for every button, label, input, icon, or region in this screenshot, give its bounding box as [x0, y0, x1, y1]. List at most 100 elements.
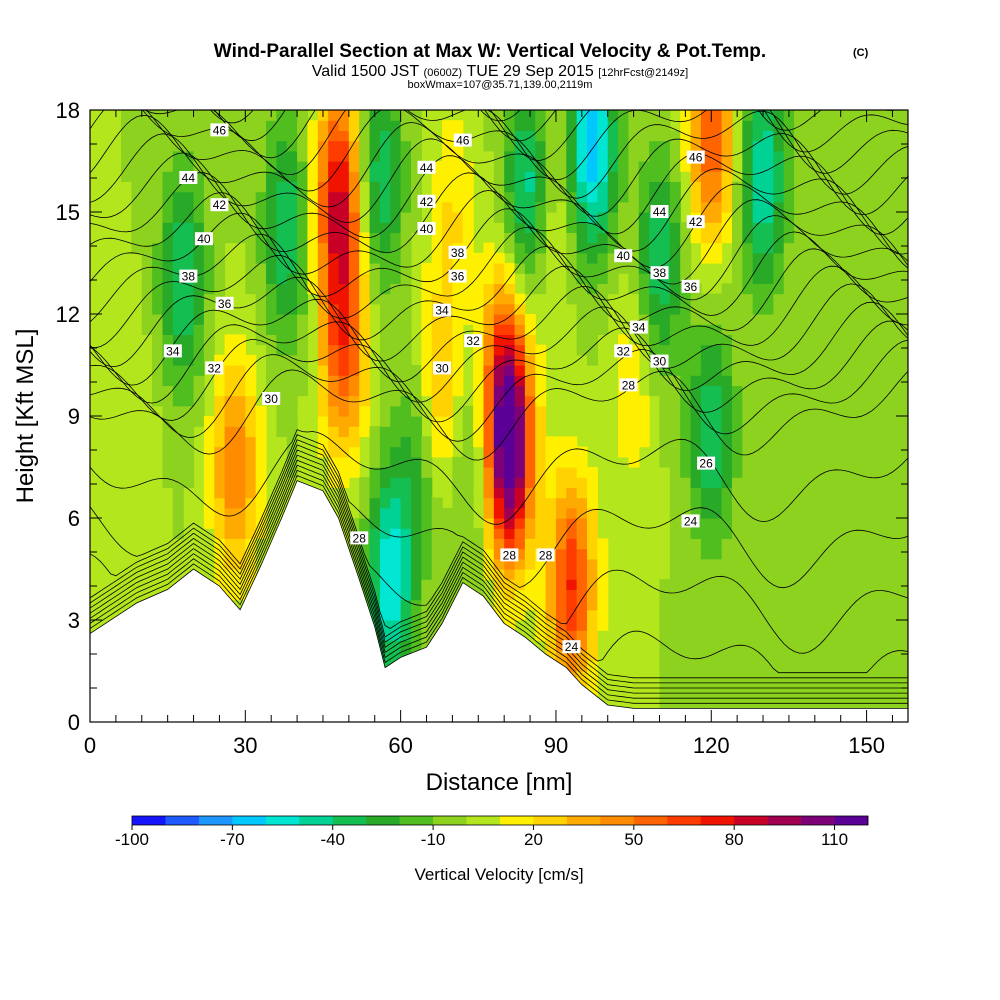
velocity-cell	[266, 385, 277, 397]
velocity-cell	[193, 375, 205, 386]
velocity-cell	[680, 405, 692, 417]
velocity-cell	[752, 293, 764, 305]
velocity-cell	[607, 140, 619, 152]
velocity-cell	[348, 232, 360, 244]
velocity-cell	[835, 405, 847, 417]
velocity-cell	[638, 405, 650, 417]
velocity-cell	[835, 181, 847, 193]
velocity-cell	[731, 314, 743, 325]
velocity-cell	[214, 140, 226, 152]
velocity-cell	[659, 232, 671, 244]
velocity-cell	[442, 579, 453, 590]
velocity-cell	[597, 252, 609, 264]
velocity-cell	[669, 579, 681, 590]
velocity-cell	[369, 558, 381, 570]
velocity-cell	[276, 395, 288, 407]
velocity-cell	[752, 477, 764, 488]
velocity-cell	[856, 293, 868, 305]
velocity-cell	[121, 171, 133, 182]
velocity-cell	[742, 671, 754, 682]
velocity-cell	[825, 263, 837, 274]
velocity-cell	[876, 283, 888, 295]
velocity-cell	[410, 405, 422, 417]
velocity-cell	[452, 334, 464, 346]
velocity-cell	[203, 477, 215, 488]
velocity-cell	[193, 293, 205, 305]
x-tick-label: 30	[233, 733, 257, 758]
velocity-cell	[390, 375, 402, 386]
velocity-cell	[245, 232, 257, 244]
velocity-cell	[794, 232, 806, 244]
velocity-cell	[876, 640, 888, 652]
velocity-cell	[731, 640, 743, 652]
velocity-cell	[566, 436, 578, 448]
velocity-cell	[804, 293, 816, 305]
velocity-cell	[856, 701, 868, 713]
velocity-cell	[224, 405, 236, 417]
velocity-cell	[504, 171, 516, 182]
velocity-cell	[794, 375, 806, 386]
velocity-cell	[783, 579, 795, 590]
velocity-cell	[773, 609, 785, 621]
velocity-cell	[669, 518, 681, 529]
velocity-cell	[535, 487, 547, 499]
velocity-cell	[659, 630, 671, 641]
velocity-cell	[659, 620, 671, 631]
velocity-cell	[773, 242, 785, 254]
velocity-cell	[493, 558, 505, 570]
velocity-cell	[297, 303, 309, 315]
velocity-cell	[897, 538, 908, 550]
velocity-cell	[690, 324, 702, 335]
velocity-cell	[473, 426, 485, 437]
velocity-cell	[659, 446, 671, 458]
velocity-cell	[794, 589, 806, 601]
velocity-cell	[845, 569, 857, 580]
velocity-cell	[307, 252, 319, 264]
velocity-cell	[721, 293, 733, 305]
velocity-cell	[773, 630, 785, 641]
velocity-cell	[566, 650, 578, 662]
velocity-cell	[731, 671, 743, 682]
velocity-cell	[514, 467, 526, 478]
velocity-cell	[524, 528, 536, 539]
velocity-cell	[804, 518, 816, 529]
velocity-cell	[876, 426, 888, 437]
velocity-cell	[214, 477, 226, 488]
velocity-cell	[649, 222, 661, 233]
velocity-cell	[203, 497, 215, 509]
velocity-cell	[431, 293, 443, 305]
velocity-cell	[856, 579, 868, 590]
velocity-cell	[669, 528, 681, 539]
velocity-cell	[224, 385, 236, 397]
velocity-cell	[700, 569, 712, 580]
velocity-cell	[638, 303, 650, 315]
velocity-cell	[866, 365, 878, 376]
velocity-cell	[504, 314, 516, 325]
velocity-cell	[504, 436, 516, 448]
velocity-cell	[400, 609, 412, 621]
velocity-cell	[618, 263, 630, 274]
velocity-cell	[442, 599, 453, 611]
velocity-cell	[628, 263, 640, 274]
velocity-cell	[452, 283, 464, 295]
velocity-cell	[876, 405, 888, 417]
velocity-cell	[731, 222, 743, 233]
velocity-cell	[348, 201, 360, 213]
velocity-cell	[172, 405, 184, 417]
velocity-cell	[338, 273, 350, 284]
velocity-cell	[214, 436, 226, 448]
velocity-cell	[783, 558, 795, 570]
velocity-cell	[514, 110, 526, 121]
velocity-cell	[845, 609, 857, 621]
velocity-cell	[504, 273, 516, 284]
velocity-cell	[680, 579, 692, 590]
velocity-cell	[224, 569, 236, 580]
theta-contour-label: 30	[433, 361, 452, 375]
velocity-cell	[473, 293, 485, 305]
velocity-cell	[379, 609, 391, 621]
velocity-cell	[752, 640, 764, 652]
velocity-cell	[369, 130, 381, 142]
velocity-cell	[825, 395, 837, 407]
velocity-cell	[504, 456, 516, 468]
velocity-cell	[214, 191, 226, 203]
